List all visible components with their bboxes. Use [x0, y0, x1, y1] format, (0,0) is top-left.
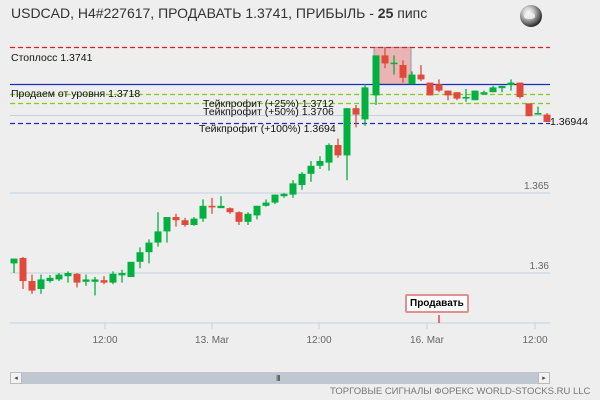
y-axis-label: 1.365 — [524, 181, 549, 192]
candle-bear — [334, 145, 342, 156]
candle-bull — [325, 145, 333, 163]
candle-bull — [262, 202, 270, 206]
y-axis-label: 1.36 — [530, 261, 550, 272]
candle-bull — [498, 85, 506, 89]
candle-bull — [109, 273, 117, 283]
candle-bull — [298, 173, 306, 185]
candle-bear — [525, 103, 533, 117]
candle-bear — [381, 55, 389, 64]
takeprofit-50-label: Тейкпрофит (+50%) 1.3706 — [203, 106, 334, 118]
candle-bull — [343, 108, 351, 156]
x-axis-label: 12:00 — [306, 335, 331, 346]
candle-bear — [444, 90, 452, 96]
candle-bull — [46, 277, 54, 281]
candle-bull — [390, 62, 398, 65]
candle-bull — [154, 231, 162, 243]
candle-bull — [217, 205, 225, 209]
title-text: USDCAD, H4#227617, ПРОДАВАТЬ 1.3741, ПРИ… — [11, 5, 378, 21]
candle-bull — [64, 273, 72, 277]
sell-signal-marker: Продавать — [405, 294, 469, 313]
scroll-left-button[interactable]: ◂ — [10, 372, 22, 384]
candle-bear — [172, 217, 180, 221]
candle-bear — [352, 108, 360, 115]
candle-bull — [480, 92, 488, 95]
candle-bull — [55, 274, 63, 280]
candle-bull — [471, 90, 479, 101]
candle-bull — [361, 87, 369, 120]
takeprofit-25-label: Тейкпрофит (+25%) 1.3712 — [203, 98, 334, 110]
scroll-right-button[interactable]: ▸ — [538, 372, 550, 384]
candle-bear — [181, 220, 189, 225]
globe-icon[interactable] — [520, 5, 542, 27]
profit-value: 25 — [377, 5, 394, 21]
candle-bull — [145, 242, 153, 253]
candle-bear — [399, 65, 407, 78]
candle-bull — [307, 165, 315, 174]
candle-bull — [534, 113, 542, 115]
candle-bear — [100, 280, 108, 283]
candle-bull — [163, 217, 171, 232]
candle-bear — [435, 84, 443, 91]
candle-bear — [208, 205, 216, 208]
x-axis-label: 12:00 — [92, 335, 117, 346]
candle-bear — [516, 82, 524, 97]
entry-label: Продаем от уровня 1.3718 — [11, 88, 140, 100]
candle-bear — [226, 208, 234, 213]
candle-bear — [426, 82, 434, 96]
candle-bull — [10, 258, 18, 264]
profit-unit: пипс — [393, 5, 428, 21]
candle-bear — [453, 92, 461, 99]
candle-bear — [19, 257, 27, 281]
takeprofit-100-label: Тейкпрофит (+100%) 1.3694 — [199, 123, 336, 135]
candle-bull — [136, 252, 144, 262]
candle-bull — [316, 161, 324, 166]
chart-title: USDCAD, H4#227617, ПРОДАВАТЬ 1.3741, ПРИ… — [11, 5, 427, 21]
candle-bull — [82, 279, 90, 282]
candle-bull — [91, 279, 99, 282]
candle-bull — [507, 82, 515, 85]
candle-bear — [417, 74, 425, 80]
candle-bull — [489, 87, 497, 93]
candle-bear — [28, 281, 36, 291]
candle-bull — [190, 218, 198, 225]
candle-bull — [253, 205, 261, 216]
current-price-label: 1.36944 — [550, 116, 588, 128]
scrollbar-grip[interactable]: III — [276, 374, 281, 383]
footer-credit: ТОРГОВЫЕ СИГНАЛЫ ФОРЕКС WORLD-STOCKS.RU … — [330, 386, 591, 397]
candle-bull — [127, 261, 135, 277]
candle-bull — [37, 279, 45, 289]
candle-bull — [244, 213, 252, 222]
candle-bull — [408, 74, 416, 85]
candle-bear — [235, 212, 243, 222]
horizontal-scrollbar[interactable] — [10, 372, 550, 384]
candlestick-chart: 1.365 1.36 12:00 13. Mar 12:00 16. Mar 12:00 Ст… — [10, 46, 588, 346]
x-axis-label: 13. Mar — [195, 335, 230, 346]
x-axis-label: 12:00 — [522, 335, 547, 346]
candle-bear — [73, 273, 81, 283]
candle-bull — [280, 193, 288, 197]
candle-bull — [462, 97, 470, 99]
candle-bear — [543, 114, 551, 122]
candle-bull — [118, 273, 126, 276]
x-axis-label: 16. Mar — [410, 335, 445, 346]
stoploss-label: Стоплосс 1.3741 — [11, 52, 93, 64]
candle-bull — [372, 55, 380, 96]
candle-bull — [199, 205, 207, 219]
candle-bull — [271, 194, 279, 203]
candle-bull — [289, 183, 297, 195]
